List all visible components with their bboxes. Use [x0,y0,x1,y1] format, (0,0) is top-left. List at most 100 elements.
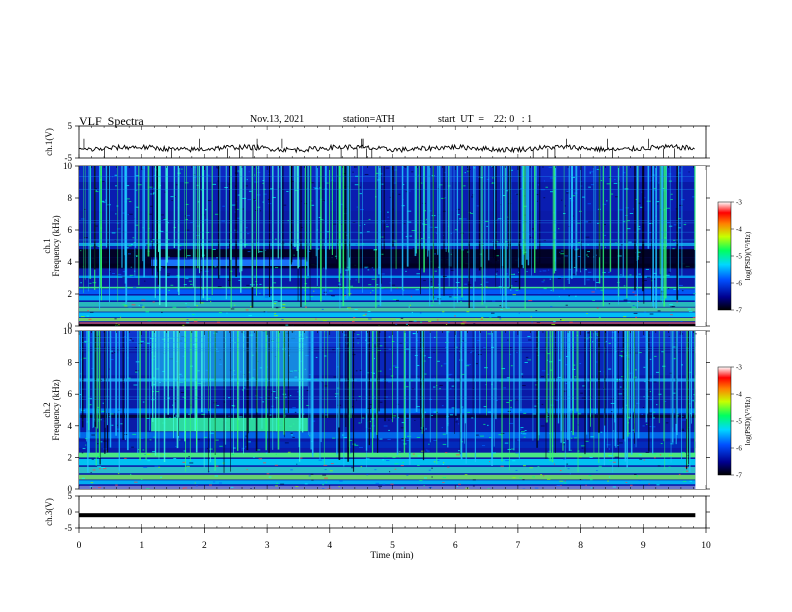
spectrogram-noise [139,304,143,306]
spectrogram-noise [324,477,328,479]
spectrogram-noise [364,224,366,226]
spectrogram-noise [183,450,187,452]
spectrogram-noise [403,289,405,291]
spectrogram-noise [579,479,582,481]
spectrogram-noise [272,197,276,199]
spectrogram-noise [638,273,641,275]
spectrogram-noise [659,454,662,456]
spectrogram-noise [316,248,320,250]
spectrogram-noise [366,474,369,476]
spectrogram-noise [634,369,637,371]
spectrogram-noise [534,487,539,489]
spectrogram-noise [508,347,512,349]
spectrogram-band [79,466,696,474]
spectrogram-noise [657,465,661,467]
spectrogram-noise [564,255,568,257]
spectrogram-noise [136,255,138,257]
spectrogram-noise [304,306,307,308]
spectrogram-noise [490,312,495,314]
spectrogram-noise [133,384,138,386]
spectrogram-band [79,322,696,325]
spectrogram-noise [237,170,240,172]
spectrogram-noise [188,455,190,457]
spectrogram-noise [632,305,635,307]
spectrogram-noise [100,379,103,381]
spectrogram-noise [129,338,132,340]
spectrogram-noise [130,243,133,245]
spectrogram-noise [542,270,547,272]
spectrogram-noise [405,270,407,272]
spectrogram-noise [566,278,569,280]
spectrogram-noise [208,298,211,300]
spectrogram-noise [496,219,499,221]
spectrogram-noise [623,316,627,318]
spectrogram-noise [127,253,131,255]
spectrogram-noise [410,295,413,297]
spectrogram-noise [428,226,433,228]
ch3-waveform-ytick-label: -5 [65,523,73,533]
spectrogram-noise [409,304,411,306]
spectrogram-noise [645,451,650,453]
spectrogram-noise [433,377,435,379]
spectrogram-noise [95,189,97,191]
spectrogram-noise [589,171,594,173]
spectrogram-noise [510,273,515,275]
spectrogram-noise [135,206,139,208]
spectrogram-noise [546,478,551,480]
spectrogram-noise [559,469,562,471]
spectrogram-noise [350,285,354,287]
spectrogram-noise [124,457,127,459]
spectrogram-noise [428,443,430,445]
spectrogram-noise [259,396,263,398]
spectrogram-noise [402,167,406,169]
spectrogram-noise [692,400,695,402]
spectrogram-noise [570,437,573,439]
spectrogram-noise [412,333,417,335]
spectrogram-noise [414,419,416,421]
spectrogram-noise [465,365,470,367]
spectrogram-noise [263,462,267,464]
spectrogram-noise [237,171,242,173]
spectrogram-noise [655,371,660,373]
spectrogram-noise [424,411,427,413]
spectrogram-noise [442,311,445,313]
spectrogram-noise [206,447,208,449]
spectrogram-noise [367,269,370,271]
spectrogram-noise [102,180,105,182]
spectrogram-noise [497,239,500,241]
spectrogram-noise [274,238,277,240]
spectrogram-noise [638,454,642,456]
spectrogram-noise [274,302,277,304]
spectrogram-noise [130,266,133,268]
spectrogram-noise [608,455,613,457]
spectrogram-noise [490,309,492,311]
spectrogram-noise [577,450,580,452]
spectrogram-noise [244,243,248,245]
spectrogram-noise [424,224,428,226]
spectrogram-band [79,480,696,485]
spectrogram-noise [274,312,277,314]
spectrogram-noise [420,182,423,184]
spectrogram-noise [358,225,361,227]
spectrogram-noise [343,437,348,439]
spectrogram-noise [629,212,634,214]
spectrogram-noise [110,408,114,410]
spectrogram-noise [669,304,673,306]
spectrogram-noise [349,433,353,435]
x-tick-label: 3 [265,541,270,551]
spectrogram-noise [129,274,134,276]
spectrogram-noise [534,405,537,407]
spectrogram-noise [589,456,593,458]
spectrogram-noise [433,461,436,463]
spectrogram-noise [627,301,631,303]
spectrogram-noise [476,340,480,342]
spectrogram-noise [171,388,173,390]
spectrogram-noise [150,205,153,207]
spectrogram-noise [487,488,490,489]
spectrogram-noise [564,205,566,207]
spectrogram-noise [485,286,488,288]
spectrogram-noise [175,445,177,447]
spectrogram-noise [444,247,448,249]
spectrogram-noise [436,319,439,321]
spectrogram-noise [238,416,243,418]
